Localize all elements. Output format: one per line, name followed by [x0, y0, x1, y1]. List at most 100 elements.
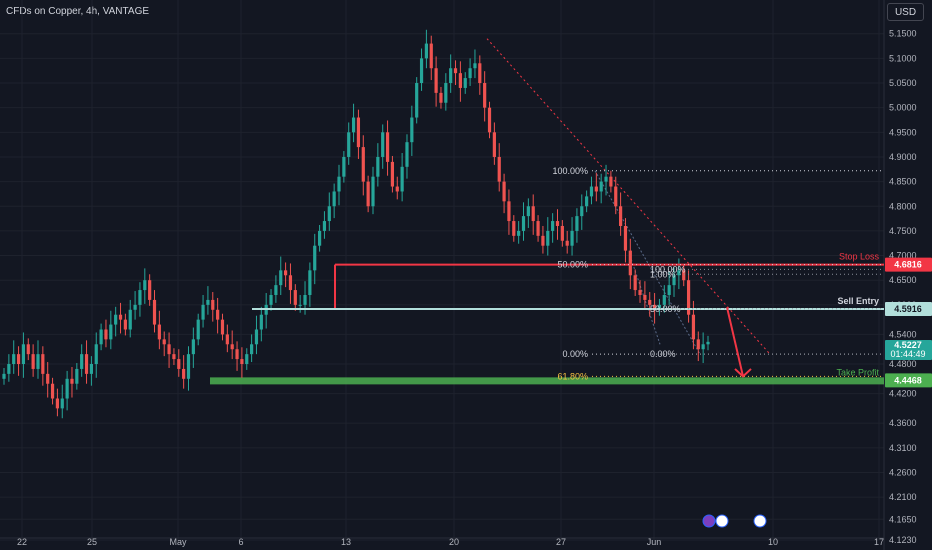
candle-body [80, 354, 84, 369]
candle-body [623, 225, 628, 251]
candle-body [123, 319, 127, 330]
candle-body [288, 275, 293, 291]
y-tick-label: 4.3100 [889, 443, 917, 453]
candle-body [686, 280, 691, 315]
candle-body [201, 304, 205, 320]
candle-body [104, 329, 108, 340]
sell-entry-label: Sell Entry [837, 296, 879, 306]
candle-body [347, 132, 351, 157]
stop-loss-price-badge: 4.6816 [894, 260, 922, 270]
stop-loss-price-badge-bg [885, 257, 932, 272]
fib-small-label: 1.00% [650, 269, 676, 279]
fib-small-label: 100.00% [650, 264, 686, 274]
x-tick-label: 22 [17, 537, 27, 547]
candle-body [337, 176, 341, 192]
candle-body [157, 324, 161, 340]
current-price-bg [885, 339, 932, 360]
candle-body [274, 285, 278, 295]
candle-body [293, 290, 297, 305]
candle-body [453, 68, 458, 74]
event-flags [702, 514, 767, 528]
candle-body [429, 43, 433, 69]
candle-body [60, 398, 64, 409]
candle-body [245, 354, 249, 365]
candle-body [196, 319, 200, 340]
candle-body [395, 186, 399, 192]
candle-body [371, 176, 375, 207]
currency-button[interactable]: USD [887, 3, 924, 21]
candle-body [230, 344, 234, 350]
candle-body [604, 176, 608, 182]
y-tick-label: 4.7500 [889, 226, 917, 236]
fib-small-label: 0.00% [650, 349, 676, 359]
candle-body [526, 206, 530, 217]
candle-body [26, 344, 30, 355]
candle-body [560, 225, 564, 241]
y-tick-label: 4.9500 [889, 127, 917, 137]
candle-body [138, 290, 142, 305]
x-tick-label: 6 [238, 537, 243, 547]
candle-body [259, 314, 263, 330]
time-axis[interactable]: 22 25 May 6 13 20 27 Jun 10 17 [17, 537, 884, 547]
candle-body [609, 176, 613, 187]
y-tick-label: 4.6500 [889, 275, 917, 285]
candle-body [308, 270, 312, 295]
candle-body [643, 294, 647, 300]
candle-body [206, 299, 210, 305]
x-tick-label: May [169, 537, 187, 547]
fib-small-label: 50.00% [650, 304, 681, 314]
candle-body [619, 206, 623, 226]
candle-body [269, 294, 273, 305]
y-tick-label: 4.2600 [889, 467, 917, 477]
candle-body [483, 83, 487, 108]
fib-level-label: 50.00% [557, 260, 588, 270]
take-profit-zone [210, 377, 884, 385]
price-axis[interactable]: 5.1500 5.1000 5.0500 5.0000 4.9500 4.9000 4.85… [889, 29, 917, 545]
candle-body [419, 58, 424, 84]
candle-body [70, 378, 74, 384]
candle-body [128, 309, 132, 330]
candle-body [677, 270, 681, 276]
candle-body [585, 196, 589, 207]
candle-body [351, 117, 356, 133]
candle-body [502, 181, 506, 202]
candle-body [327, 206, 331, 222]
current-price-value: 4.5227 [894, 340, 922, 350]
candle-body [628, 250, 632, 276]
candle-body [313, 245, 317, 271]
us-flag-icon [715, 514, 729, 528]
candle-body [449, 68, 453, 84]
candle-body [381, 132, 385, 157]
candle-body [2, 373, 6, 379]
candle-body [458, 73, 462, 88]
sell-entry-price-badge: 4.5916 [894, 304, 922, 314]
candle-body [385, 132, 390, 162]
candle-body [424, 43, 428, 59]
candle-body [667, 285, 671, 295]
candle-body [463, 78, 467, 88]
candle-body [279, 270, 283, 286]
fib-level-label: 0.00% [562, 349, 588, 359]
y-tick-label: 5.0500 [889, 78, 917, 88]
projection-arrow [726, 307, 752, 378]
candle-body [12, 354, 16, 365]
candle-body [662, 294, 666, 305]
lightning-icon [702, 514, 716, 528]
x-tick-label: 25 [87, 537, 97, 547]
candle-body [682, 270, 686, 281]
candle-body [652, 304, 657, 310]
candle-body [167, 344, 171, 355]
candle-body [303, 294, 307, 305]
descending-trendline [486, 38, 771, 355]
candle-body [216, 309, 220, 320]
candle-body [109, 324, 113, 340]
candle-body [356, 117, 361, 148]
candle-body [512, 221, 516, 236]
candle-body [497, 156, 501, 182]
candle-body [99, 329, 103, 345]
take-profit-price-badge-bg [885, 373, 932, 388]
candle-body [638, 290, 642, 295]
candle-body [322, 221, 327, 231]
candle-body [439, 92, 443, 103]
